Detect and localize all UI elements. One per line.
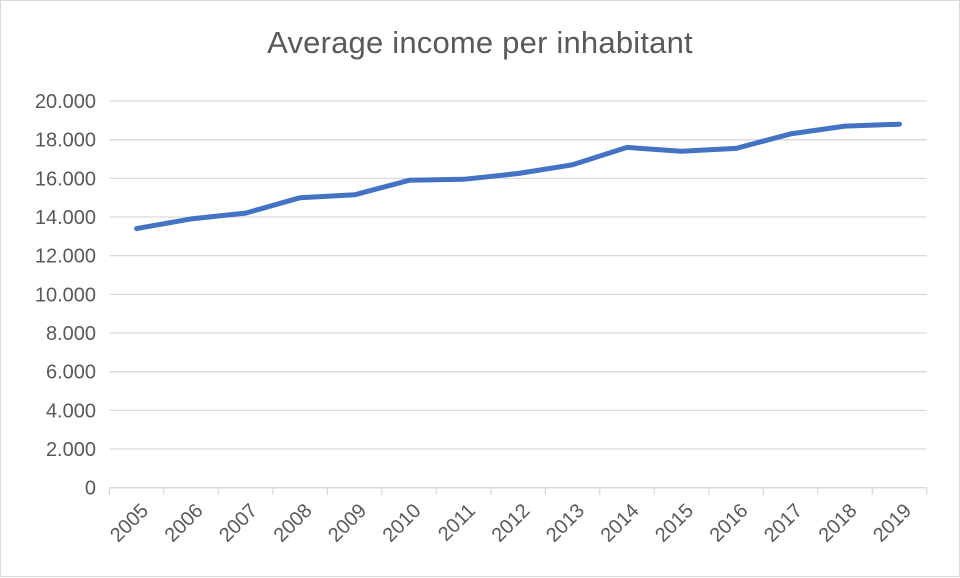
x-axis-tick-label: 2013 <box>542 500 589 547</box>
x-axis-tick-label: 2014 <box>597 500 644 547</box>
x-axis-tick-label: 2007 <box>215 500 262 547</box>
y-axis-tick-label: 4.000 <box>46 400 96 422</box>
x-axis-tick-label: 2005 <box>106 500 153 547</box>
x-axis-tick-label: 2015 <box>651 500 698 547</box>
x-axis-tick-label: 2006 <box>161 500 208 547</box>
y-axis-tick-label: 0 <box>85 478 96 500</box>
y-axis-tick-label: 6.000 <box>46 362 96 384</box>
x-axis-tick-label: 2019 <box>869 500 916 547</box>
y-axis-tick-label: 12.000 <box>35 246 96 268</box>
income-data-line <box>134 121 902 232</box>
x-axis-tick-label: 2008 <box>270 500 317 547</box>
x-axis-tick-label: 2009 <box>324 500 371 547</box>
chart-title: Average income per inhabitant <box>267 25 693 60</box>
y-axis-tick-label: 14.000 <box>35 207 96 229</box>
x-axis-tick-label: 2010 <box>379 500 426 547</box>
x-axis-tick-label: 2012 <box>488 500 535 547</box>
y-axis-tick-label: 2.000 <box>46 439 96 461</box>
x-axis-tick-label: 2011 <box>434 500 480 546</box>
x-axis-tick-label: 2018 <box>815 500 862 547</box>
y-axis-tick-label: 20.000 <box>35 91 96 113</box>
y-axis-tick-label: 16.000 <box>35 168 96 190</box>
y-axis-tick-label: 8.000 <box>46 323 96 345</box>
x-axis-tick-label: 2016 <box>706 500 753 547</box>
y-axis-tick-label: 18.000 <box>35 130 96 152</box>
x-axis-tick-label: 2017 <box>760 500 807 547</box>
y-axis-tick-label: 10.000 <box>35 284 96 306</box>
